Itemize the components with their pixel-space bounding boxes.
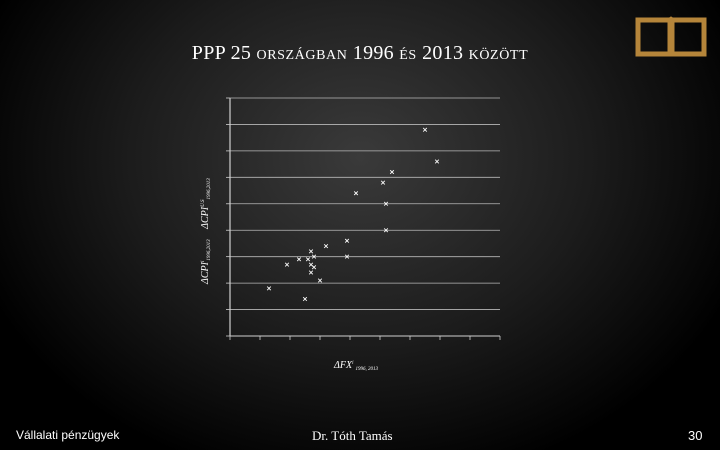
- xlabel-sub: 1996, 2013: [355, 367, 378, 372]
- chart-points: [266, 127, 440, 302]
- data-point-stroke: [305, 257, 311, 262]
- data-point-stroke: [308, 262, 314, 267]
- data-point: [344, 238, 350, 243]
- data-point-stroke: [317, 278, 323, 283]
- ylabel-right-sub: 1996,2013: [207, 178, 212, 200]
- data-point: [296, 257, 302, 262]
- data-point: [308, 270, 314, 275]
- data-point: [353, 191, 359, 196]
- title-year-1: 1996: [347, 42, 400, 64]
- title-word-3: között: [468, 42, 529, 64]
- xlabel-sup: i: [352, 361, 354, 366]
- data-point: [344, 254, 350, 259]
- chart-axes: [226, 97, 501, 340]
- y-axis-label: ΔCPIi1996,2013 ΔCPIU.S1996,2013: [200, 178, 213, 285]
- data-point: [311, 265, 317, 270]
- scatter-chart: ΔCPIi1996,2013 ΔCPIU.S1996,2013 ΔFXi1996…: [200, 97, 501, 372]
- data-point-stroke: [311, 254, 317, 259]
- data-point: [284, 262, 290, 267]
- data-point-stroke: [308, 249, 314, 254]
- data-point: [383, 228, 389, 233]
- data-point-stroke: [383, 228, 389, 233]
- data-point: [383, 201, 389, 206]
- chart-grid: [230, 97, 500, 310]
- data-point-stroke: [308, 270, 314, 275]
- page-number: 30: [688, 428, 703, 443]
- ylabel-left-sub: 1996,2013: [207, 239, 212, 261]
- title-year-2: 2013: [416, 42, 469, 64]
- data-point-stroke: [344, 254, 350, 259]
- data-point-stroke: [302, 296, 308, 302]
- data-point: [302, 296, 308, 302]
- data-point: [380, 180, 386, 185]
- svg-text:ΔCPIi1996,2013 ΔCPIU.S19: ΔCPIi1996,2013 ΔCPIU.S1996,2013: [200, 178, 213, 285]
- data-point-stroke: [353, 191, 359, 196]
- ylabel-right-sup: U.S: [201, 199, 206, 207]
- title-word-2: és: [399, 42, 417, 64]
- data-point-stroke: [389, 169, 395, 175]
- open-book-icon: [635, 16, 707, 57]
- data-point-stroke: [296, 257, 302, 262]
- data-point: [389, 169, 395, 175]
- data-point: [317, 278, 323, 283]
- data-point-stroke: [311, 265, 317, 270]
- svg-text:ΔFXi1996, 2013: ΔFXi1996, 2013: [333, 360, 378, 372]
- x-axis-label: ΔFXi1996, 2013: [333, 360, 378, 372]
- ylabel-left-sup: i: [201, 260, 206, 262]
- ylabel-right-main: ΔCPI: [200, 206, 211, 230]
- data-point-stroke: [383, 201, 389, 206]
- data-point: [422, 127, 428, 132]
- data-point: [311, 254, 317, 259]
- data-point: [323, 243, 329, 249]
- xlabel-main: ΔFX: [333, 360, 353, 371]
- data-point: [305, 257, 311, 262]
- title-prefix: PPP 25: [191, 42, 257, 64]
- slide-title: PPP 25 országban 1996 és 2013 között: [0, 42, 720, 65]
- data-point-stroke: [266, 286, 272, 291]
- data-point: [266, 286, 272, 291]
- ylabel-left-main: ΔCPI: [200, 261, 211, 285]
- data-point-stroke: [434, 159, 440, 164]
- data-point-stroke: [380, 180, 386, 185]
- data-point-stroke: [344, 238, 350, 243]
- data-point-stroke: [284, 262, 290, 267]
- footer-author: Dr. Tóth Tamás: [312, 428, 393, 443]
- data-point: [308, 249, 314, 254]
- title-word-1: országban: [256, 42, 348, 64]
- data-point: [434, 159, 440, 164]
- data-point-stroke: [323, 243, 329, 249]
- footer-course: Vállalati pénzügyek: [16, 428, 120, 442]
- data-point-stroke: [422, 127, 428, 132]
